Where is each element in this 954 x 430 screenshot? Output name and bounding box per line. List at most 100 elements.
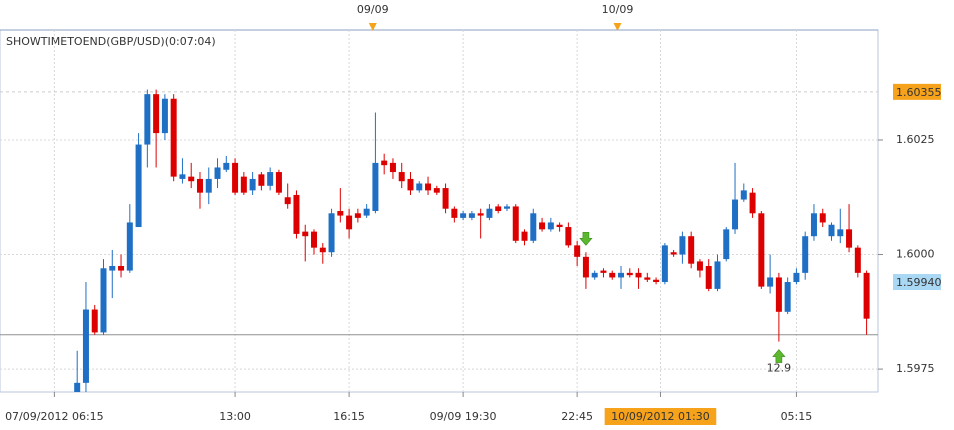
- candle-body: [126, 222, 133, 271]
- candle-body: [460, 213, 467, 218]
- candle-body: [319, 247, 326, 253]
- candle-body: [582, 256, 589, 278]
- price-label: 1.59940: [896, 276, 942, 289]
- candle-body: [311, 231, 318, 248]
- candle-body: [416, 183, 423, 191]
- price-label-box: [893, 83, 941, 100]
- candle-body: [389, 162, 396, 173]
- candle-body: [161, 98, 168, 134]
- candle-body: [740, 190, 747, 200]
- top-marker: [613, 23, 622, 31]
- top-marker: [368, 23, 377, 31]
- x-tick-label: 13:00: [219, 410, 251, 423]
- candle-body: [618, 272, 625, 278]
- candle-body: [153, 94, 160, 134]
- candle-body: [451, 208, 458, 218]
- candle-body: [635, 272, 642, 278]
- candle-body: [556, 224, 563, 228]
- top-marker-label: 10/09: [602, 3, 634, 16]
- candle-body: [214, 167, 221, 179]
- candle-body: [775, 277, 782, 312]
- candle-body: [144, 94, 151, 145]
- candle-body: [863, 272, 870, 319]
- candle-body: [100, 268, 107, 333]
- candle-body: [679, 236, 686, 255]
- candle-body: [188, 176, 195, 182]
- candle-body: [661, 245, 668, 283]
- candle-body: [688, 236, 695, 264]
- candle-body: [363, 208, 370, 216]
- signal-label: 12.9: [767, 362, 792, 375]
- candle-body: [407, 178, 414, 191]
- signal-arrow: [579, 231, 593, 246]
- candle-body: [205, 178, 212, 193]
- candle-body: [74, 382, 81, 392]
- candle-body: [223, 162, 230, 170]
- candle-body: [732, 199, 739, 230]
- price-label-box: [893, 274, 941, 291]
- candle-body: [337, 211, 344, 216]
- candle-body: [600, 270, 607, 273]
- candle-body: [591, 272, 598, 278]
- candle-body: [521, 231, 528, 241]
- plot-area: [0, 29, 879, 393]
- candle-body: [328, 213, 335, 253]
- x-tick-label: 16:15: [333, 410, 365, 423]
- candle-body: [609, 272, 616, 278]
- candle-body: [696, 261, 703, 271]
- x-tick-label: 07/09/2012 06:15: [5, 410, 104, 423]
- candle-body: [495, 206, 502, 211]
- candle-body: [512, 206, 519, 241]
- price-label: 1.60355: [896, 86, 942, 99]
- x-tick-label: 05:15: [781, 410, 813, 423]
- candle-body: [232, 162, 239, 193]
- candle-body: [109, 265, 116, 271]
- candle-body: [784, 282, 791, 312]
- x-tick-highlight: [604, 408, 717, 425]
- candle-body: [574, 245, 581, 257]
- y-tick-label: 1.6025: [896, 133, 935, 146]
- candle-body: [846, 229, 853, 248]
- candle-body: [170, 98, 177, 177]
- candle-body: [539, 222, 546, 230]
- candle-body: [653, 279, 660, 283]
- candle-body: [249, 178, 256, 191]
- candle-body: [179, 174, 186, 179]
- candle-body: [398, 172, 405, 182]
- candle-body: [381, 160, 388, 166]
- candle-body: [196, 178, 203, 193]
- candle-body: [118, 265, 125, 271]
- candle-body: [714, 261, 721, 289]
- candle-body: [828, 224, 835, 237]
- candle-body: [135, 144, 142, 228]
- candle-body: [670, 252, 677, 255]
- candle-body: [749, 192, 756, 214]
- candle-body: [810, 213, 817, 237]
- x-tick-label: 09/09 19:30: [430, 410, 497, 423]
- candle-body: [433, 188, 440, 193]
- x-tick-label: 22:45: [561, 410, 593, 423]
- candle-body: [644, 277, 651, 280]
- candle-body: [626, 272, 633, 276]
- candle-body: [442, 188, 449, 209]
- candle-body: [346, 215, 353, 230]
- top-marker-label: 09/09: [357, 3, 389, 16]
- candle-body: [547, 222, 554, 230]
- candle-body: [240, 176, 247, 193]
- candle-body: [723, 229, 730, 260]
- candle-body: [802, 236, 809, 273]
- candle-body: [477, 213, 484, 216]
- candle-body: [372, 162, 379, 211]
- candle-body: [530, 213, 537, 241]
- y-tick-label: 1.5975: [896, 362, 935, 375]
- candle-body: [793, 272, 800, 283]
- candle-body: [854, 247, 861, 273]
- indicator-title: SHOWTIMETOEND(GBP/USD)(0:07:04): [6, 35, 216, 48]
- x-tick-label: 10/09/2012 01:30: [611, 410, 710, 423]
- candle-body: [468, 213, 475, 218]
- candle-body: [758, 213, 765, 287]
- candle-body: [705, 265, 712, 289]
- candle-body: [354, 213, 361, 218]
- candle-body: [275, 172, 282, 193]
